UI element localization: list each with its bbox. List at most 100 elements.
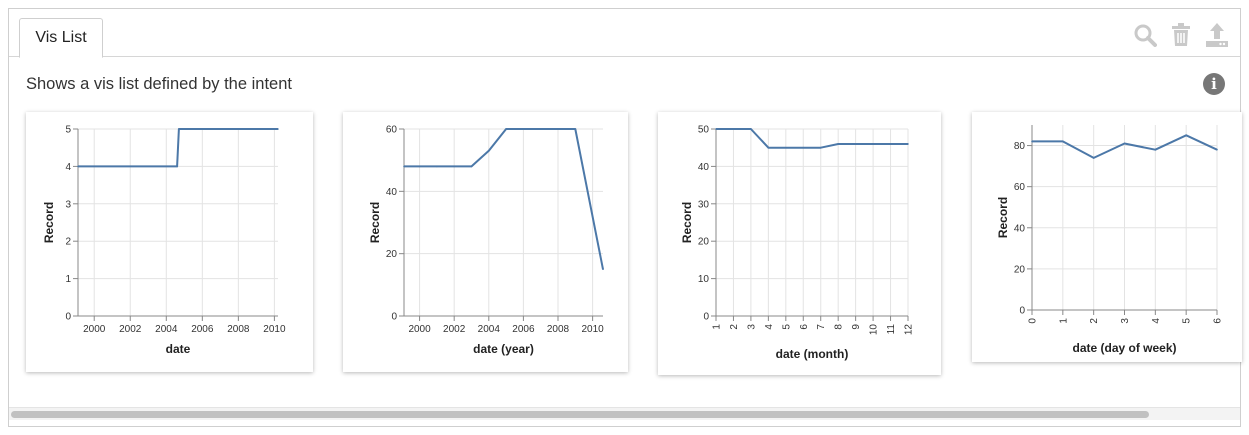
data-point xyxy=(522,128,525,130)
data-point xyxy=(1062,140,1064,143)
x-tick-label: 12 xyxy=(904,324,915,336)
y-axis-title: Record xyxy=(368,202,382,243)
y-tick-label: 4 xyxy=(65,162,71,173)
x-tick-label: 2006 xyxy=(512,324,535,335)
data-point xyxy=(872,143,874,145)
data-point xyxy=(889,143,892,145)
data-point xyxy=(487,150,490,152)
data-point xyxy=(837,143,839,145)
x-tick-label: 2004 xyxy=(155,324,178,335)
y-tick-label: 20 xyxy=(386,249,398,260)
x-tick-label: 2002 xyxy=(443,324,466,335)
x-tick-label: 2010 xyxy=(263,324,286,335)
data-point xyxy=(1031,140,1033,143)
x-tick-label: 4 xyxy=(1151,318,1162,324)
vis-card-date-year[interactable]: 0 20 40 60 2000 2002 2004 2006 2008 2010 date (yea… xyxy=(343,112,628,372)
intent-description: Shows a vis list defined by the intent xyxy=(26,75,292,93)
y-tick-label: 40 xyxy=(1014,223,1026,234)
x-tick-label: 2000 xyxy=(408,324,431,335)
x-tick-label: 2010 xyxy=(581,324,604,335)
x-tick-label: 7 xyxy=(816,324,827,330)
y-tick-label: 2 xyxy=(65,237,71,248)
y-tick-label: 20 xyxy=(698,237,710,248)
data-point xyxy=(436,165,438,168)
data-point xyxy=(403,165,405,168)
chart-svg: 0 20 40 60 2000 2002 2004 2006 2008 2010 date (yea… xyxy=(368,125,604,357)
x-tick-label: 1 xyxy=(712,324,723,330)
data-point xyxy=(176,165,178,168)
data-point xyxy=(715,128,717,130)
x-tick-label: 9 xyxy=(851,324,862,330)
x-tick-label: 2006 xyxy=(191,324,214,335)
y-tick-label: 80 xyxy=(1014,141,1026,152)
data-point xyxy=(1216,148,1218,151)
data-point xyxy=(470,165,473,168)
export-icon[interactable] xyxy=(1204,22,1230,48)
horizontal-scrollbar[interactable] xyxy=(9,407,1240,420)
data-point xyxy=(505,128,507,130)
y-tick-label: 0 xyxy=(65,312,71,323)
data-point xyxy=(785,146,787,149)
data-point xyxy=(574,128,577,130)
trash-icon[interactable] xyxy=(1168,22,1194,48)
data-point xyxy=(907,143,909,145)
tab-bar: Vis List xyxy=(9,9,1240,58)
x-tick-label: 6 xyxy=(1213,318,1224,324)
data-point xyxy=(802,146,805,149)
data-point xyxy=(178,128,180,130)
data-point xyxy=(1185,134,1187,137)
vis-list-widget: Vis List xyxy=(8,8,1242,427)
x-tick-label: 0 xyxy=(1028,318,1039,324)
x-axis-title: date (year) xyxy=(473,342,534,356)
x-tick-label: 3 xyxy=(1120,318,1131,324)
data-point xyxy=(277,128,279,130)
data-point xyxy=(1092,157,1095,159)
data-point xyxy=(1154,148,1157,151)
y-axis-title: Record xyxy=(680,202,694,243)
data-point xyxy=(854,143,857,145)
series-line xyxy=(78,128,278,168)
chart-svg: 0 1 2 3 4 5 2000 2002 2004 2006 2008 2010 date Record xyxy=(42,125,286,357)
data-point xyxy=(750,128,752,130)
data-point xyxy=(77,165,79,168)
vis-card-date[interactable]: 0 1 2 3 4 5 2000 2002 2004 2006 2008 2010 date Record xyxy=(26,112,313,372)
series-line xyxy=(404,128,604,270)
x-tick-label: 2 xyxy=(729,324,740,330)
data-point xyxy=(539,128,542,130)
x-tick-label: 4 xyxy=(764,324,775,330)
x-axis-title: date (day of week) xyxy=(1072,341,1176,355)
x-axis-title: date xyxy=(166,342,191,356)
tab-vis-list[interactable]: Vis List xyxy=(19,18,103,58)
vis-card-date-day-of-week[interactable]: 0 20 40 60 80 0 1 2 3 4 5 6 date (day of week) Record xyxy=(972,112,1242,362)
x-tick-label: 2004 xyxy=(478,324,501,335)
search-icon[interactable] xyxy=(1132,22,1158,48)
x-tick-label: 11 xyxy=(886,324,897,335)
y-tick-label: 40 xyxy=(698,162,710,173)
y-tick-label: 0 xyxy=(703,312,709,323)
y-tick-label: 5 xyxy=(65,125,71,136)
y-tick-label: 0 xyxy=(391,312,397,323)
y-tick-label: 1 xyxy=(65,274,71,285)
x-axis-title: date (month) xyxy=(776,347,849,361)
vis-card-date-month[interactable]: 0 10 20 30 40 50 1 2 3 4 5 6 7 8 9 10 11 12 date (month) Re… xyxy=(658,112,941,375)
y-tick-label: 40 xyxy=(386,187,398,198)
x-tick-label: 2000 xyxy=(83,324,106,335)
data-point xyxy=(767,146,770,149)
data-point xyxy=(418,165,421,168)
y-tick-label: 20 xyxy=(1014,264,1026,275)
x-tick-label: 2 xyxy=(1089,318,1100,324)
info-icon[interactable]: i xyxy=(1203,73,1225,95)
scrollbar-thumb[interactable] xyxy=(11,411,1149,418)
data-point xyxy=(732,128,735,130)
y-tick-label: 0 xyxy=(1019,306,1025,317)
data-point xyxy=(557,128,559,130)
y-axis-title: Record xyxy=(996,197,1010,238)
x-tick-label: 5 xyxy=(781,324,792,330)
y-axis-title: Record xyxy=(42,202,56,243)
x-tick-label: 5 xyxy=(1182,318,1193,324)
y-tick-label: 10 xyxy=(698,274,710,285)
x-tick-label: 8 xyxy=(834,324,845,330)
x-tick-label: 10 xyxy=(869,324,880,336)
data-point xyxy=(453,165,455,168)
